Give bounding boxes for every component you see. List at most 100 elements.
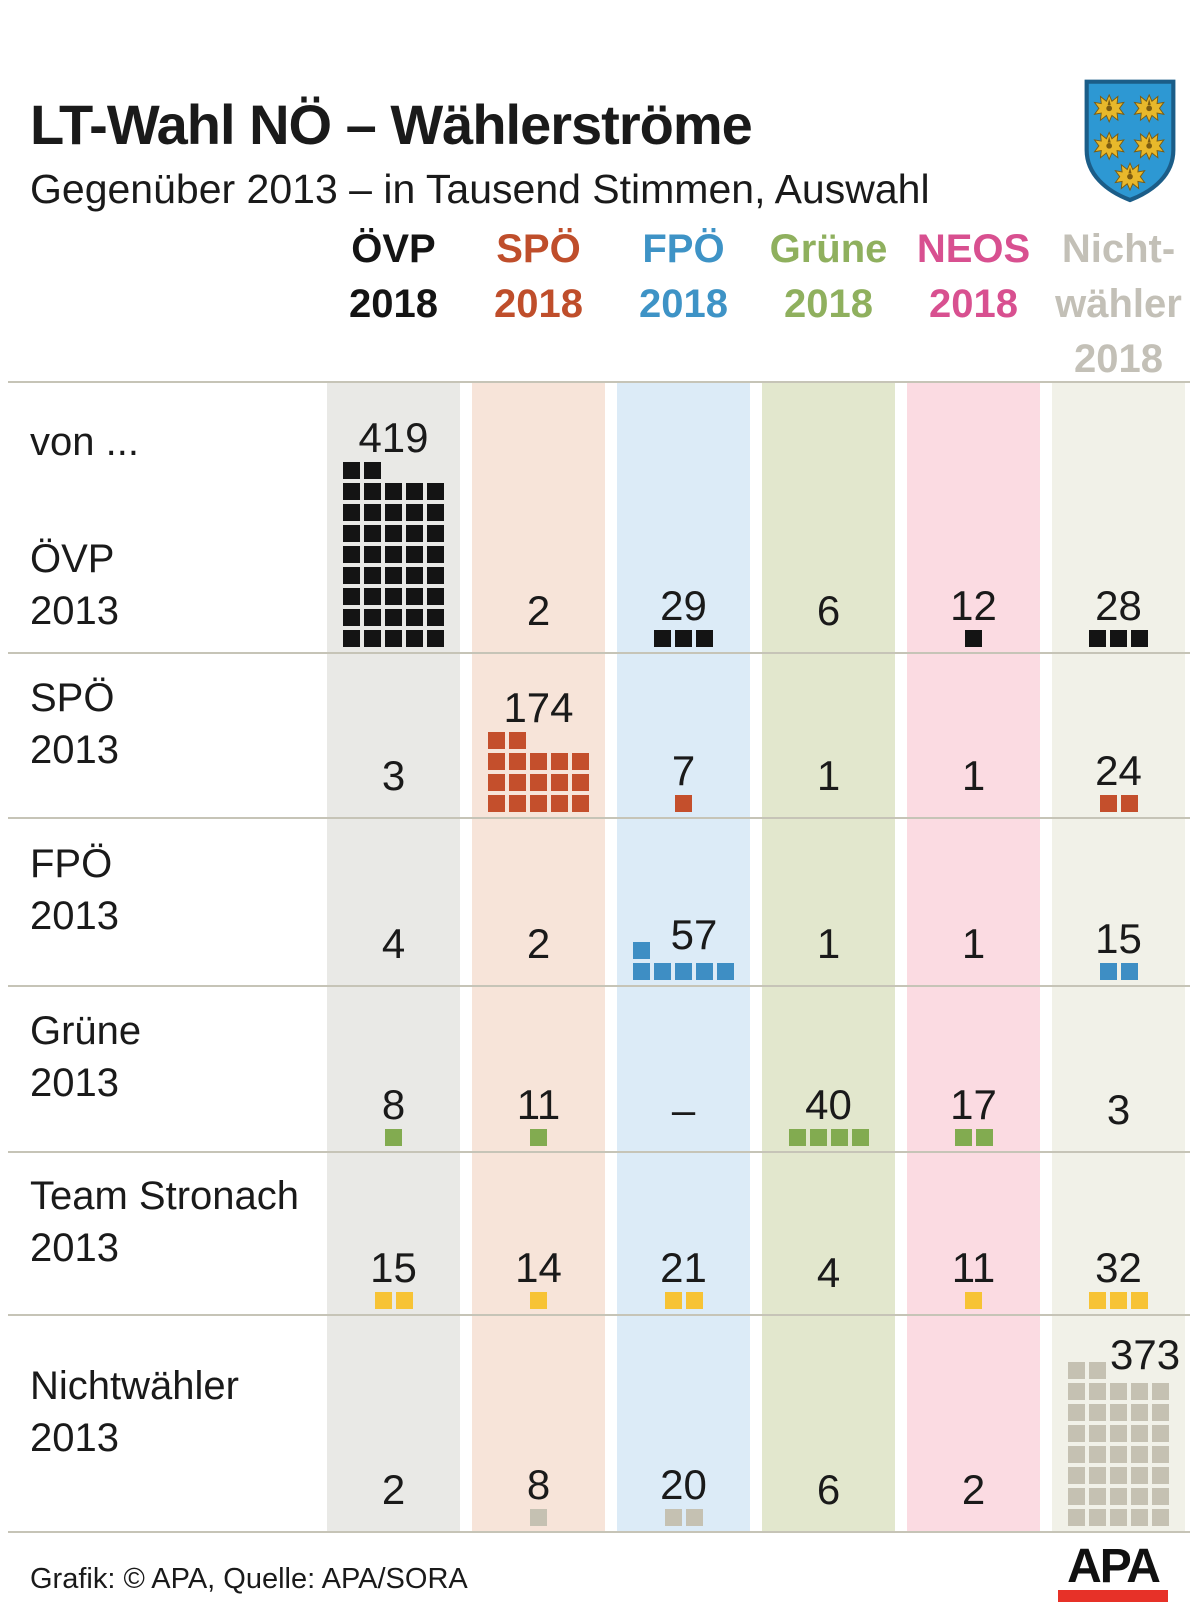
pictogram-grid [654,630,713,647]
cell-gruene-2013-fpoe: – [617,986,750,1152]
pictogram-grid [343,462,444,647]
pictogram-row [664,1509,703,1526]
pictogram-square [406,588,423,605]
column-header-line: FPÖ [642,227,725,271]
column-header-line: 2018 [1074,337,1163,382]
pictogram-square [427,546,444,563]
pictogram-row [1068,1404,1169,1421]
pictogram-row [954,1129,993,1146]
cell-value: 11 [516,1080,561,1128]
page-subtitle: Gegenüber 2013 – in Tausend Stimmen, Aus… [30,166,930,212]
pictogram-square [364,630,381,647]
cell-value: 7 [671,746,696,794]
pictogram-grid [374,1292,413,1309]
pictogram-square [664,1292,682,1309]
pictogram-square [1110,1509,1127,1526]
pictogram-row [633,963,734,980]
pictogram-square [530,753,547,770]
cell-gruene-2013-spoe: 11 [472,986,605,1152]
pictogram-square [385,630,402,647]
cell-value: 4 [816,1248,841,1296]
pictogram-row [488,753,589,770]
cell-gruene-2013-gruene: 40 [762,986,895,1152]
column-header-line: 2018 [349,282,438,327]
row-label-line: 2013 [30,1415,119,1460]
row-label-line: 2013 [30,727,119,772]
column-header-fpoe: FPÖ 2018 [609,222,758,332]
cell-value: 40 [805,1080,852,1128]
pictogram-row [488,774,589,791]
pictogram-square [364,462,381,479]
pictogram-square [427,609,444,626]
cell-value: 8 [526,1460,551,1508]
pictogram-square [385,483,402,500]
cell-gruene-2013-nichtwaehler: 3 [1052,986,1185,1152]
pictogram-square [364,525,381,542]
pictogram-row [343,504,444,521]
pictogram-square [343,504,360,521]
pictogram-grid [965,630,982,647]
pictogram-square [427,525,444,542]
pictogram-row [343,525,444,542]
pictogram-square [1089,1404,1106,1421]
pictogram-square [1152,1383,1169,1400]
apa-logo-bar [1058,1590,1168,1603]
pictogram-square [406,483,423,500]
pictogram-grid [1089,1292,1148,1309]
pictogram-row [965,1292,982,1309]
pictogram-square [965,1292,982,1309]
pictogram-square [1068,1425,1085,1442]
cell-team-stronach-2013-neos: 11 [907,1152,1040,1315]
cell-value: 1 [816,751,841,799]
pictogram-square [1089,630,1106,647]
pictogram-row [488,732,589,749]
pictogram-square [1110,1488,1127,1505]
pictogram-square [1068,1509,1085,1526]
column-band-spoe [472,382,605,1532]
pictogram-square [343,609,360,626]
pictogram-square [406,546,423,563]
cell-value: 24 [1095,746,1142,794]
row-label-line: FPÖ [30,842,113,886]
pictogram-square [364,546,381,563]
cell-value: 373 [1110,1330,1181,1378]
pictogram-square [809,1129,827,1146]
pictogram-square [385,525,402,542]
cell-value: 419 [358,413,429,461]
pictogram-row [675,795,692,812]
cell-value: 14 [515,1243,562,1291]
pictogram-grid [530,1509,547,1526]
pictogram-square [406,567,423,584]
cell-value: 4 [381,919,406,967]
cell-value: 3 [381,751,406,799]
table-divider [8,1531,1190,1533]
cell-value: 8 [381,1080,406,1128]
cell-nichtwaehler-2013-nichtwaehler: 373 [1052,1315,1185,1532]
cell-fpoe-2013-spoe: 2 [472,818,605,986]
pictogram-square [509,795,526,812]
table-divider [8,1151,1190,1153]
cell-value: 6 [816,1465,841,1513]
pictogram-row [1099,795,1138,812]
pictogram-square [343,483,360,500]
pictogram-square [343,462,360,479]
pictogram-row [788,1129,869,1146]
pictogram-square [572,795,589,812]
column-header-gruene: Grüne 2018 [754,222,903,332]
column-band-gruene [762,382,895,1532]
cell-spoe-2013-gruene: 1 [762,653,895,818]
row-label-line: ÖVP [30,537,115,581]
pictogram-square [1089,1292,1106,1309]
pictogram-square [530,1509,547,1526]
column-band-nichtwaehler [1052,382,1185,1532]
pictogram-grid [664,1509,703,1526]
pictogram-square [1131,630,1148,647]
pictogram-square [654,963,671,980]
cell-spoe-2013-spoe: 174 [472,653,605,818]
pictogram-square [572,774,589,791]
row-label-fpoe-2013: FPÖ 2013 [30,818,119,986]
pictogram-square [1131,1446,1148,1463]
row-label-gruene-2013: Grüne 2013 [30,986,141,1152]
pictogram-grid [385,1129,402,1146]
pictogram-row [385,1129,402,1146]
